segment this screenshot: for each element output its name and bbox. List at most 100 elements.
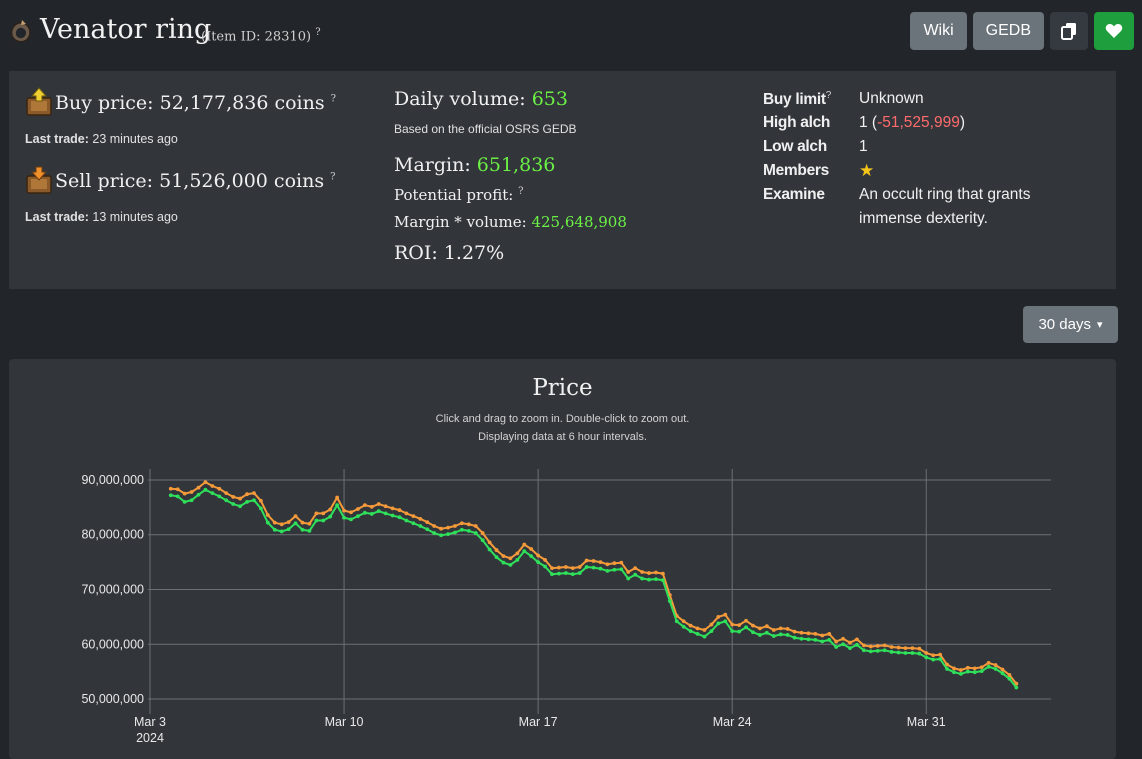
- buy-limit-help-icon[interactable]: ?: [825, 90, 832, 101]
- buy-price-point: [778, 626, 783, 631]
- examine-text-line1: An occult ring that grants: [859, 186, 1031, 203]
- buy-price-point: [501, 554, 506, 558]
- copy-button[interactable]: [1050, 12, 1088, 50]
- buy-price-point: [487, 540, 492, 545]
- sell-offer-icon: [26, 166, 52, 194]
- buy-price-point: [238, 496, 243, 501]
- buy-price-point: [522, 542, 527, 547]
- sell-price-point: [654, 577, 658, 581]
- sell-price-point: [459, 527, 464, 532]
- buy-price-point: [959, 668, 963, 672]
- sell-price-point: [799, 636, 804, 641]
- sell-price-point: [584, 565, 589, 569]
- sell-price-point: [529, 554, 534, 558]
- price-chart[interactable]: 50,000,000 60,000,000 70,000,000 80,000,000…: [9, 359, 1116, 752]
- sell-price-point: [231, 502, 236, 506]
- sell-price-point: [813, 637, 818, 642]
- buy-price-point: [557, 565, 561, 570]
- buy-price-help-icon[interactable]: ?: [330, 93, 337, 105]
- sell-price-point: [605, 568, 610, 573]
- sell-price-point: [508, 562, 513, 567]
- sell-price-point: [681, 624, 686, 629]
- margin-value: 651,836: [476, 154, 556, 176]
- buy-price-point: [293, 514, 298, 519]
- buy-price-point: [855, 637, 859, 642]
- gedb-button[interactable]: GEDB: [972, 12, 1044, 50]
- sell-price-point: [418, 524, 423, 528]
- buy-price-point: [189, 490, 194, 494]
- buy-price-point: [536, 553, 541, 558]
- sell-price-help-icon[interactable]: ?: [330, 171, 336, 183]
- sell-price-point: [557, 571, 561, 576]
- buy-price-point: [979, 665, 984, 670]
- buy-price-point: [896, 645, 901, 650]
- buy-price-point: [404, 511, 409, 516]
- buy-price-point: [480, 531, 485, 535]
- chart-title: Price: [532, 375, 593, 401]
- buy-price-point: [459, 521, 464, 526]
- sell-price-point: [626, 576, 631, 581]
- buy-price-point: [376, 502, 381, 506]
- x-tick-year-label: 2024: [136, 731, 164, 745]
- wiki-button[interactable]: Wiki: [910, 12, 967, 50]
- sell-price-point: [764, 630, 769, 635]
- sell-price-point: [619, 567, 624, 572]
- buy-price-point: [168, 486, 173, 491]
- buy-price-point: [889, 645, 894, 649]
- sell-price-point: [945, 667, 949, 671]
- examine-label: Examine: [763, 186, 825, 203]
- potential-profit-help-icon[interactable]: ?: [518, 186, 524, 197]
- item-info-panel: Buy price: 52,177,836 coins ? Last trade…: [9, 71, 1116, 289]
- sell-price-point: [896, 650, 901, 655]
- daily-volume-value: 653: [531, 88, 568, 110]
- buy-price-point: [965, 665, 970, 670]
- buy-limit-row: Buy limit?: [763, 90, 832, 109]
- buy-price-point: [744, 618, 748, 623]
- high-alch-value: 1 (-51,525,999): [859, 114, 966, 131]
- buy-price-point: [813, 631, 818, 636]
- sell-price-point: [861, 648, 866, 653]
- buy-price-point: [550, 566, 554, 571]
- buy-price-point: [203, 480, 208, 485]
- buy-price-point: [723, 612, 728, 617]
- item-title: Venator ring: [40, 14, 212, 45]
- favorite-button[interactable]: [1094, 12, 1134, 50]
- sell-price-point: [875, 648, 880, 653]
- buy-price-point: [716, 614, 721, 619]
- buy-price-point: [328, 507, 333, 512]
- sell-price-point: [300, 527, 305, 532]
- buy-price-point: [640, 570, 644, 574]
- sell-price-point: [820, 639, 825, 644]
- sell-price-point: [466, 528, 471, 533]
- buy-price-point: [882, 643, 887, 648]
- sell-price-point: [938, 657, 943, 661]
- sell-price-point: [168, 493, 173, 498]
- sell-price-point: [598, 566, 603, 571]
- sell-price-point: [660, 578, 665, 583]
- sell-price-point: [834, 645, 839, 649]
- sell-price-point: [667, 599, 672, 603]
- buy-price-point: [952, 666, 956, 671]
- sell-price-point: [425, 527, 430, 532]
- margin: Margin: 651,836: [394, 154, 556, 176]
- buy-price-point: [321, 511, 326, 516]
- buy-price-point: [418, 516, 423, 521]
- range-dropdown[interactable]: 30 days ▾: [1023, 306, 1118, 343]
- sell-price-point: [196, 492, 201, 497]
- sell-price-point: [737, 629, 742, 634]
- item-id-help-icon[interactable]: ?: [315, 27, 321, 38]
- buy-price-point: [931, 653, 936, 658]
- buy-price-point: [570, 566, 575, 571]
- buy-price-point: [390, 506, 395, 511]
- x-tick-label: Mar 24: [713, 715, 752, 729]
- buy-price-point: [425, 520, 430, 525]
- sell-price-point: [182, 499, 187, 504]
- y-tick-label: 60,000,000: [81, 637, 144, 651]
- buy-price-point: [654, 570, 658, 575]
- sell-price-point: [986, 664, 991, 669]
- buy-price-point: [446, 525, 450, 530]
- header-buttons: Wiki GEDB: [910, 12, 1134, 50]
- sell-price-point: [245, 499, 249, 504]
- buy-price-point: [868, 644, 873, 649]
- sell-price-point: [189, 498, 194, 503]
